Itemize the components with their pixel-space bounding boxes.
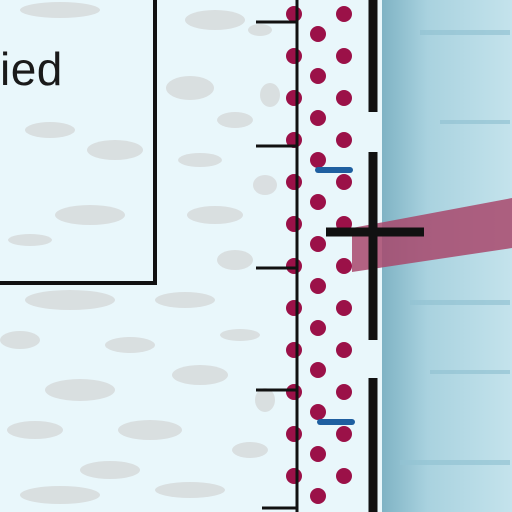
legend-label: ied [0, 43, 63, 95]
fill-dot [310, 110, 326, 126]
background-speckle [0, 2, 280, 504]
fill-dot [336, 426, 352, 442]
fill-dot [286, 48, 302, 64]
fill-dot [336, 174, 352, 190]
dotted-fill-band [286, 6, 352, 504]
legend-box [0, 0, 157, 285]
fill-dot [336, 48, 352, 64]
fill-dot [286, 468, 302, 484]
fill-dot [336, 132, 352, 148]
fill-dot [336, 342, 352, 358]
fill-dot [286, 384, 302, 400]
fill-dot [286, 426, 302, 442]
fill-dot [336, 258, 352, 274]
fill-dot [286, 258, 302, 274]
fill-dot [336, 90, 352, 106]
water-streaks [400, 30, 510, 465]
fill-dot [286, 216, 302, 232]
fill-dot [286, 6, 302, 22]
fill-dot [286, 90, 302, 106]
fill-dot [310, 446, 326, 462]
fill-dot [310, 26, 326, 42]
tick-marks [256, 20, 297, 510]
fill-dot [310, 278, 326, 294]
fill-dot [286, 342, 302, 358]
level-marks [315, 167, 355, 425]
fill-dot [336, 384, 352, 400]
fill-dot [310, 404, 326, 420]
fill-dot [310, 236, 326, 252]
pipe-outlet [352, 198, 512, 272]
fill-dot [310, 362, 326, 378]
fill-dot [286, 174, 302, 190]
fill-dot [310, 152, 326, 168]
fill-dot [310, 488, 326, 504]
fill-dot [336, 468, 352, 484]
fill-dot [286, 300, 302, 316]
fill-dot [310, 194, 326, 210]
fill-dot [310, 68, 326, 84]
fill-dot [310, 320, 326, 336]
fill-dot [336, 6, 352, 22]
fill-dot [336, 300, 352, 316]
